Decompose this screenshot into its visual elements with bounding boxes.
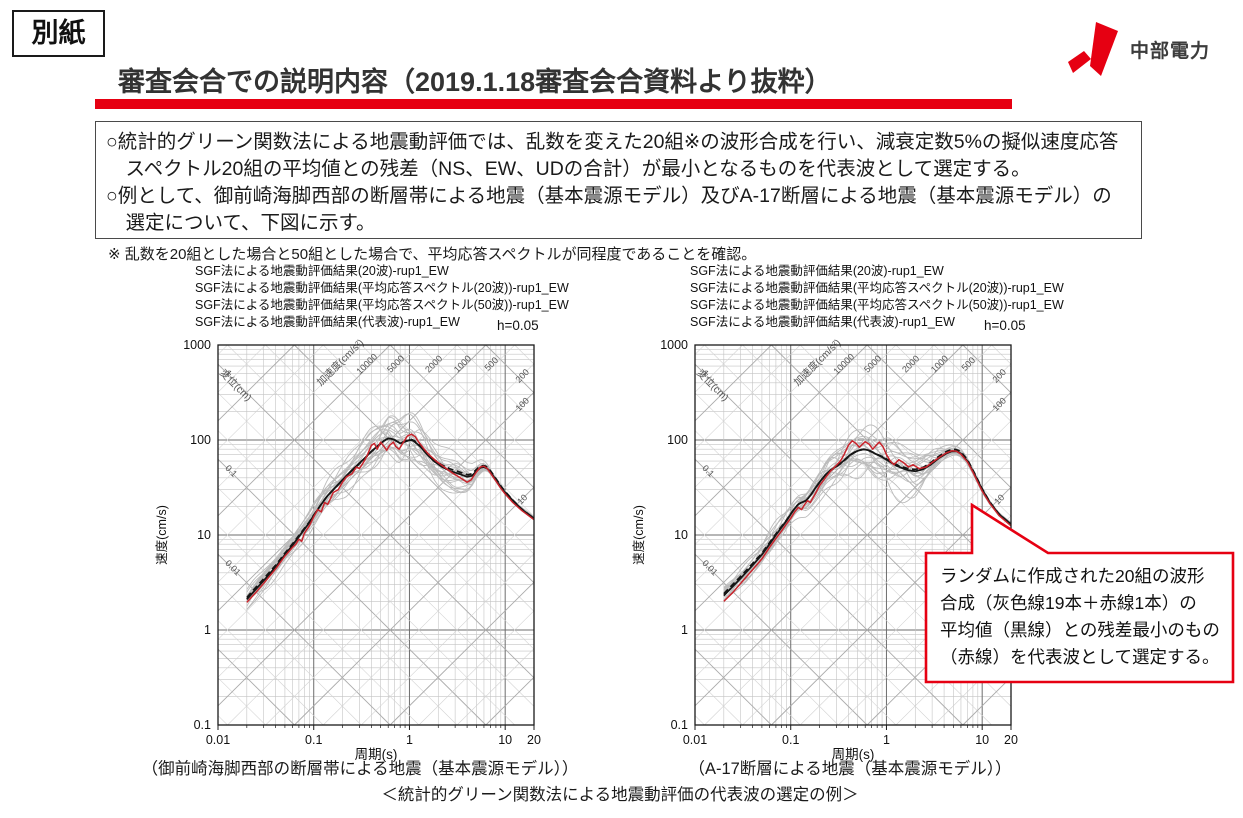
attachment-tag: 別紙 (12, 10, 105, 57)
summary-text-box: ○統計的グリーン関数法による地震動評価では、乱数を変えた20組※の波形合成を行い… (95, 121, 1142, 239)
legend-item-mean50: SGF法による地震動評価結果(平均応答スペクトル(50波))-rup1_EW (195, 298, 569, 312)
company-logo-text: 中部電力 (1130, 40, 1211, 62)
left-chart-caption: （御前崎海脚西部の断層帯による地震（基本震源モデル）） (141, 760, 579, 778)
svg-text:500: 500 (959, 355, 977, 373)
legend-right-chart: SGF法による地震動評価結果(20波)-rup1_EW SGF法による地震動評価… (645, 261, 1064, 329)
svg-text:10: 10 (992, 492, 1006, 506)
svg-text:速度(cm/s): 速度(cm/s) (154, 505, 169, 565)
svg-text:1000: 1000 (183, 338, 211, 352)
svg-text:0.1: 0.1 (700, 463, 716, 479)
callout-bubble (924, 502, 1235, 684)
legend-item-representative: SGF法による地震動評価結果(代表波)-rup1_EW (195, 315, 460, 329)
svg-text:100: 100 (667, 433, 688, 447)
svg-text:10000: 10000 (354, 352, 379, 377)
callout-text: ランダムに作成された20組の波形 合成（灰色線19本＋赤線1本）の 平均値（黒線… (940, 566, 1220, 667)
svg-text:20: 20 (527, 733, 541, 747)
svg-text:加速度(cm/s²): 加速度(cm/s²) (791, 336, 843, 388)
svg-text:1: 1 (204, 623, 211, 637)
footnote-random-sets: ※ 乱数を20組とした場合と50組とした場合で、平均応答スペクトルが同程度である… (108, 246, 757, 263)
legend-item-mean20: SGF法による地震動評価結果(平均応答スペクトル(20波))-rup1_EW (195, 281, 569, 295)
legend-left-chart: SGF法による地震動評価結果(20波)-rup1_EW SGF法による地震動評価… (150, 261, 569, 329)
svg-text:0.01: 0.01 (683, 733, 707, 747)
svg-text:10: 10 (498, 733, 512, 747)
legend-item-20waves: SGF法による地震動評価結果(20波)-rup1_EW (195, 264, 449, 278)
svg-text:周期(s): 周期(s) (832, 747, 875, 762)
damping-label-left: h=0.05 (497, 318, 539, 333)
svg-text:200: 200 (990, 367, 1008, 385)
summary-bullet-2: ○例として、御前崎海脚西部の断層帯による地震（基本震源モデル）及びA-17断層に… (106, 185, 1112, 234)
svg-text:1: 1 (700, 368, 711, 379)
svg-text:500: 500 (482, 355, 500, 373)
svg-text:200: 200 (513, 367, 531, 385)
summary-bullet-1: ○統計的グリーン関数法による地震動評価では、乱数を変えた20組※の波形合成を行い… (106, 131, 1119, 180)
figure-caption: ＜統計的グリーン関数法による地震動評価の代表波の選定の例＞ (381, 786, 859, 804)
svg-text:0.1: 0.1 (223, 463, 239, 479)
page-title: 審査会合での説明内容（2019.1.18審査会合資料より抜粋） (118, 67, 832, 97)
svg-text:0.1: 0.1 (782, 733, 799, 747)
legend-item-mean50: SGF法による地震動評価結果(平均応答スペクトル(50波))-rup1_EW (690, 298, 1064, 312)
damping-label-right: h=0.05 (984, 318, 1026, 333)
svg-text:1: 1 (681, 623, 688, 637)
attachment-tag-label: 別紙 (31, 18, 86, 48)
svg-text:0.1: 0.1 (194, 718, 211, 732)
svg-text:10: 10 (975, 733, 989, 747)
right-chart-caption: （A-17断層による地震（基本震源モデル）） (688, 760, 1012, 778)
svg-text:20: 20 (1004, 733, 1018, 747)
svg-text:0.1: 0.1 (671, 718, 688, 732)
svg-text:1: 1 (223, 368, 234, 379)
title-underline-bar (95, 99, 1012, 109)
svg-text:1000: 1000 (660, 338, 688, 352)
svg-text:加速度(cm/s²): 加速度(cm/s²) (314, 336, 366, 388)
svg-text:1: 1 (883, 733, 890, 747)
svg-text:速度(cm/s): 速度(cm/s) (631, 505, 646, 565)
svg-text:1: 1 (406, 733, 413, 747)
svg-text:10: 10 (515, 492, 529, 506)
svg-text:0.01: 0.01 (206, 733, 230, 747)
svg-text:変位(cm): 変位(cm) (217, 366, 254, 403)
company-logo: 中部電力 (1066, 20, 1210, 78)
svg-text:2000: 2000 (423, 353, 444, 374)
svg-text:100: 100 (190, 433, 211, 447)
svg-text:周期(s): 周期(s) (355, 747, 398, 762)
legend-item-20waves: SGF法による地震動評価結果(20波)-rup1_EW (690, 264, 944, 278)
svg-text:0.1: 0.1 (305, 733, 322, 747)
legend-item-representative: SGF法による地震動評価結果(代表波)-rup1_EW (690, 315, 955, 329)
svg-text:2000: 2000 (900, 353, 921, 374)
svg-text:変位(cm): 変位(cm) (694, 366, 731, 403)
svg-text:10: 10 (674, 528, 688, 542)
company-logo-mark-icon (1068, 22, 1118, 76)
legend-item-mean20: SGF法による地震動評価結果(平均応答スペクトル(20波))-rup1_EW (690, 281, 1064, 295)
svg-text:10: 10 (197, 528, 211, 542)
svg-text:10000: 10000 (831, 352, 856, 377)
